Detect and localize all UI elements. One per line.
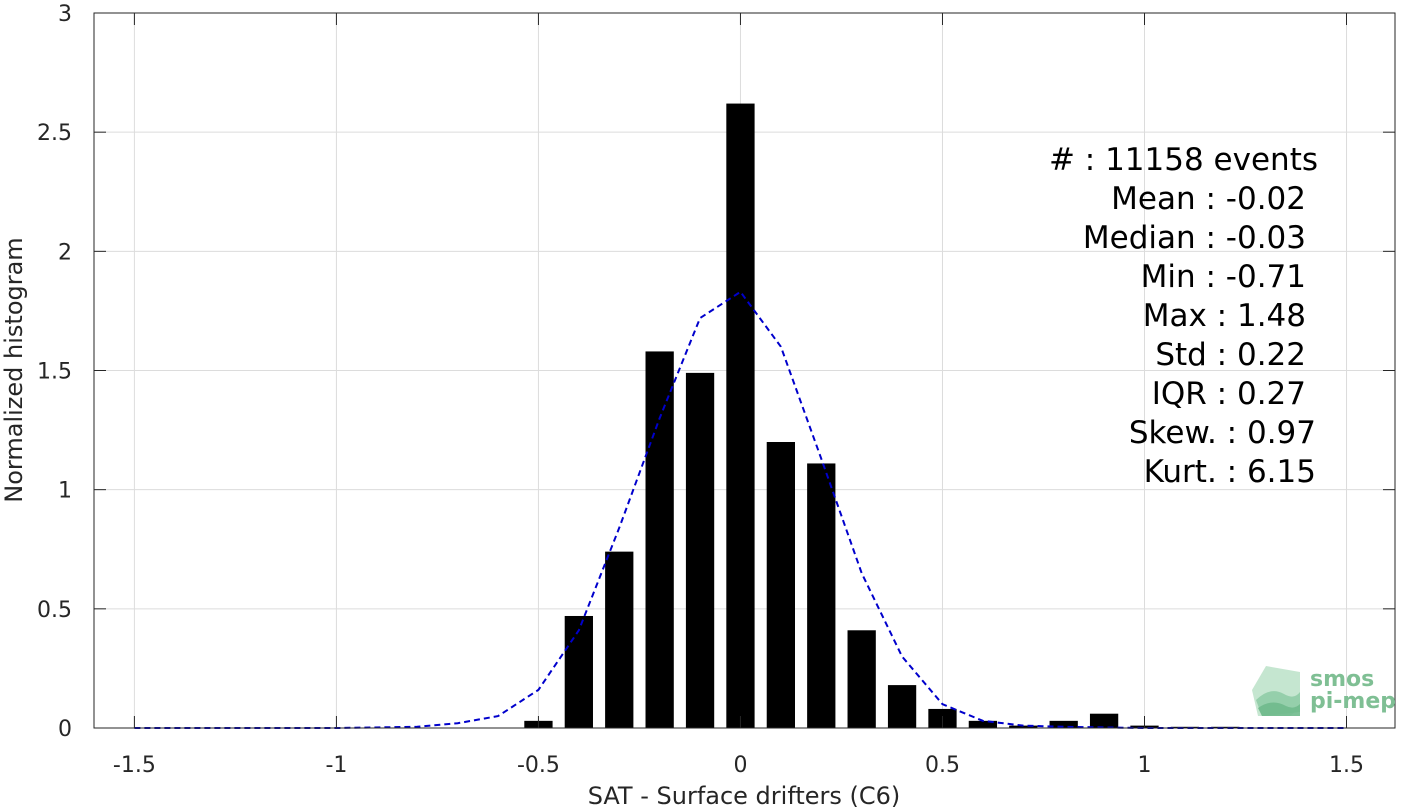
logo-wave-icon (1252, 666, 1300, 716)
y-tick-label: 1.5 (37, 360, 72, 385)
y-tick-label: 0.5 (37, 598, 72, 623)
histogram-bar (1211, 726, 1240, 728)
stat-line: Min : -0.71 (1141, 259, 1306, 295)
fit-curve-line (134, 290, 1347, 729)
smos-pi-mep-logo: smos pi-mep (1252, 666, 1396, 716)
stat-line: IQR : 0.27 (1152, 376, 1306, 412)
logo-text-smos: smos (1310, 667, 1374, 692)
y-tick-labels: 0 0.5 1 1.5 2 2.5 3 (37, 2, 72, 742)
stat-line: Std : 0.22 (1155, 337, 1306, 373)
x-axis-label: SAT - Surface drifters (C6) (588, 782, 901, 809)
y-axis-label: Normalized histogram (0, 237, 28, 502)
y-tick-label: 2.5 (37, 121, 72, 146)
histogram-bar (766, 442, 796, 728)
stat-line: Max : 1.48 (1143, 298, 1306, 334)
x-tick-label: 0.5 (925, 753, 960, 778)
histogram-bar (564, 615, 593, 728)
stat-line: # : 11158 events (1049, 142, 1318, 178)
histogram-bars (524, 103, 1240, 729)
histogram-bar (847, 630, 876, 728)
histogram-bar (1170, 726, 1200, 728)
y-tick-label: 3 (58, 2, 72, 27)
stat-line: Mean : -0.02 (1111, 181, 1306, 217)
histogram-bar (1089, 713, 1119, 728)
histogram-bar (645, 351, 674, 728)
x-tick-label: 1.5 (1329, 753, 1364, 778)
histogram-bar (968, 720, 998, 728)
histogram-bar (1049, 720, 1078, 728)
x-tick-labels: -1.5 -1 -0.5 0 0.5 1 1.5 (113, 753, 1364, 778)
x-tick-label: 0 (733, 753, 747, 778)
stat-line: Skew. : 0.97 (1129, 415, 1316, 451)
y-tick-label: 2 (58, 240, 72, 265)
histogram-bar (1009, 725, 1038, 728)
fit-curve (134, 290, 1347, 729)
x-tick-label: -1.5 (113, 753, 156, 778)
x-tick-label: -0.5 (517, 753, 560, 778)
logo-text-pi-mep: pi-mep (1310, 689, 1396, 714)
y-tick-label: 1 (58, 479, 72, 504)
stat-line: Median : -0.03 (1083, 220, 1306, 256)
stat-line: Kurt. : 6.15 (1144, 454, 1316, 490)
histogram-bar (887, 685, 917, 728)
histogram-bar (807, 463, 836, 728)
histogram-bar (605, 551, 634, 728)
x-tick-label: 1 (1137, 753, 1151, 778)
x-tick-label: -1 (325, 753, 347, 778)
y-tick-label: 0 (58, 717, 72, 742)
axis-ticks (94, 12, 1395, 729)
histogram-bar (685, 372, 715, 728)
histogram-bar (726, 103, 755, 729)
